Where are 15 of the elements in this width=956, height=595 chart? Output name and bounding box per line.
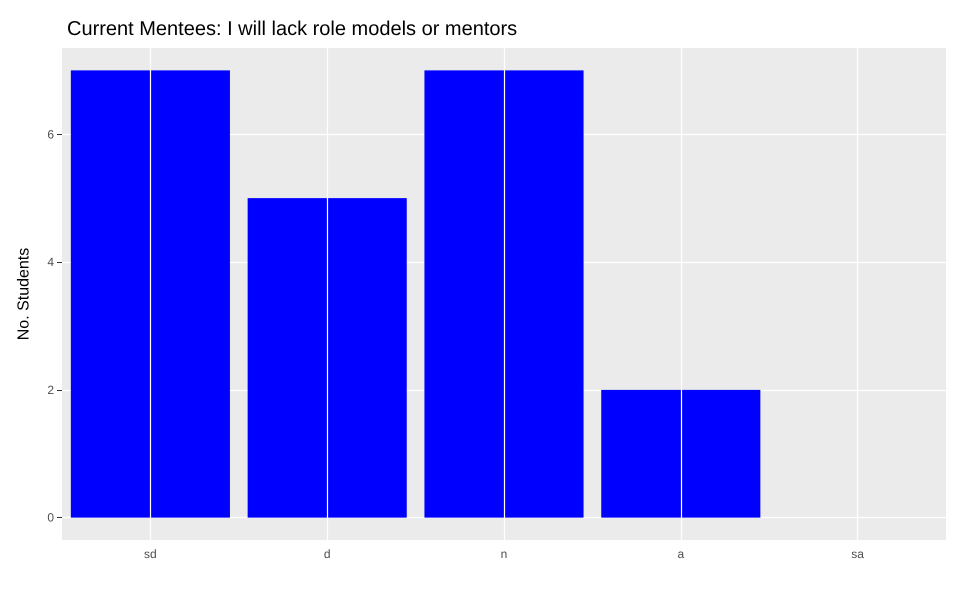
y-axis-title: No. Students (16, 248, 32, 340)
x-tick-label: n (500, 547, 508, 561)
bar (424, 70, 584, 518)
bar (601, 390, 760, 518)
x-tick-label: d (324, 547, 331, 561)
chart-title: Current Mentees: I will lack role models or mentors (67, 18, 518, 40)
y-tick-label: 2 (47, 382, 54, 397)
bar (248, 198, 407, 518)
bar (70, 70, 230, 518)
x-tick-label: sa (851, 547, 864, 561)
x-tick-label: sd (144, 547, 157, 561)
y-tick-label: 4 (47, 255, 54, 270)
y-tick-label: 0 (47, 510, 54, 525)
x-tick-label: a (677, 547, 684, 561)
y-tick-label: 6 (47, 127, 54, 142)
